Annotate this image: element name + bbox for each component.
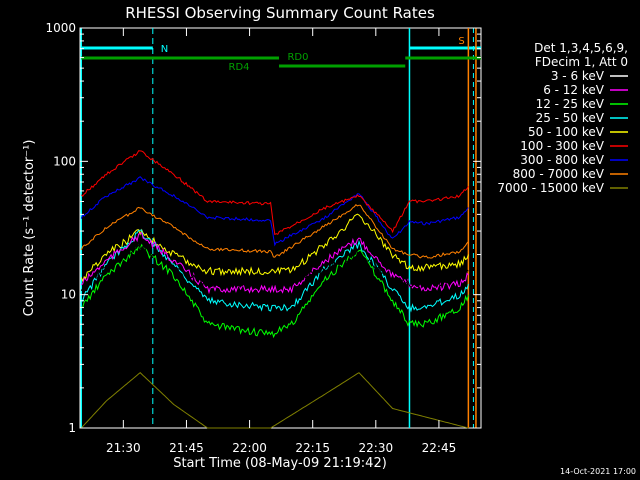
axis-ticks: 21:30 21:45 22:00 22:15 22:30 22:45 1 10 100 1000	[45, 21, 481, 455]
chart-title: RHESSI Observing Summary Count Rates	[125, 4, 435, 22]
y-tick-label: 1	[68, 421, 76, 435]
footer-date: 14-Oct-2021 17:00	[560, 467, 636, 476]
plot-frame	[79, 27, 482, 429]
x-tick-label: 22:30	[359, 441, 394, 455]
legend-label: 3 - 6 keV	[551, 69, 605, 83]
x-tick-label: 22:45	[422, 441, 457, 455]
legend: Det 1,3,4,5,6,9, FDecim 1, Att 0 3 - 6 k…	[497, 41, 628, 195]
x-tick-label: 22:00	[232, 441, 267, 455]
series-line	[80, 150, 469, 236]
y-tick-label: 10	[61, 288, 76, 302]
series-line	[80, 176, 469, 247]
x-tick-label: 22:15	[295, 441, 330, 455]
flag-bars: N S RD0 RD4	[80, 28, 481, 428]
y-tick-label: 1000	[45, 21, 76, 35]
y-axis-label: Count Rate (s⁻¹ detector⁻¹)	[22, 140, 37, 317]
legend-label: 50 - 100 keV	[528, 125, 605, 139]
legend-header-line-2: FDecim 1, Att 0	[535, 55, 628, 69]
annotation-s: S	[458, 36, 464, 47]
x-tick-label: 21:45	[169, 441, 204, 455]
series-line	[80, 372, 469, 429]
legend-label: 800 - 7000 keV	[513, 167, 605, 181]
series-line	[80, 213, 469, 283]
data-series	[80, 150, 469, 429]
x-tick-label: 21:30	[106, 441, 141, 455]
annotation-rd0: RD0	[287, 52, 308, 63]
annotation-rd4: RD4	[229, 62, 250, 73]
annotation-n: N	[161, 44, 168, 55]
legend-header-line-1: Det 1,3,4,5,6,9,	[534, 41, 628, 55]
series-line	[80, 244, 469, 292]
x-axis-label: Start Time (08-May-09 21:19:42)	[173, 456, 387, 471]
series-line	[80, 203, 469, 259]
series-line	[80, 229, 469, 313]
legend-label: 25 - 50 keV	[536, 111, 605, 125]
legend-label: 100 - 300 keV	[520, 139, 604, 153]
y-tick-label: 100	[53, 154, 76, 168]
legend-label: 12 - 25 keV	[536, 97, 605, 111]
legend-label: 300 - 800 keV	[520, 153, 604, 167]
legend-label: 6 - 12 keV	[543, 83, 605, 97]
legend-label: 7000 - 15000 keV	[497, 181, 604, 195]
